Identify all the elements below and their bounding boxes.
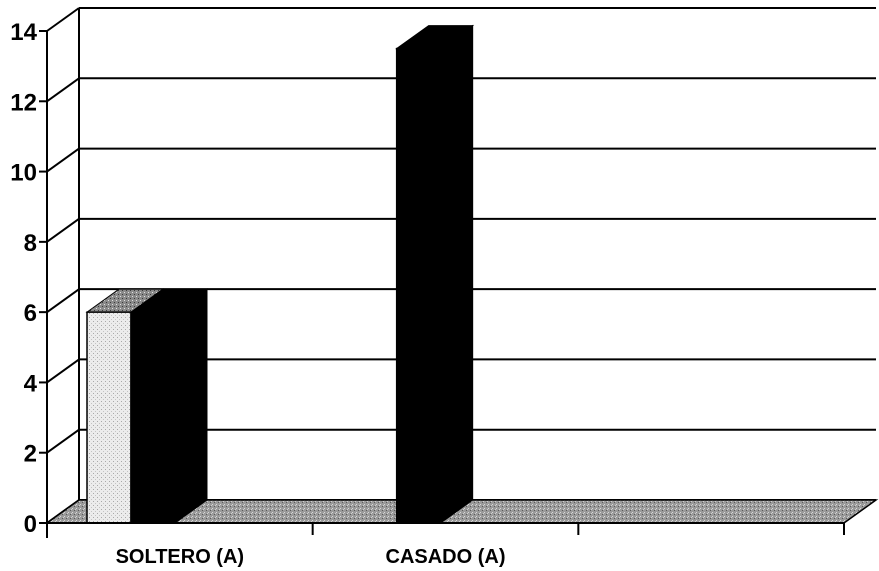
gridline-depth [47, 289, 79, 312]
gridline-depth [47, 149, 79, 172]
bar-1-1 [397, 49, 441, 523]
y-tick-label: 2 [24, 441, 37, 468]
bar-1-0 [131, 312, 175, 523]
y-tick-label: 6 [24, 300, 37, 327]
gridline-depth [47, 8, 79, 31]
y-tick-label: 12 [10, 89, 37, 116]
gridline-depth [47, 219, 79, 242]
bar-0-0 [87, 312, 131, 523]
gridline-depth [47, 430, 79, 453]
x-category-label: SOLTERO (A) [116, 546, 245, 568]
bar-1-0-side [175, 289, 207, 523]
y-tick-label: 4 [24, 370, 38, 397]
gridline-depth [47, 359, 79, 382]
y-tick-label: 0 [24, 511, 37, 538]
y-tick-label: 8 [24, 230, 37, 257]
gridline-depth [47, 78, 79, 101]
y-tick-label: 14 [10, 19, 37, 46]
x-category-label: CASADO (A) [386, 546, 506, 568]
y-tick-label: 10 [10, 160, 37, 187]
bar-1-1-side [441, 26, 473, 523]
